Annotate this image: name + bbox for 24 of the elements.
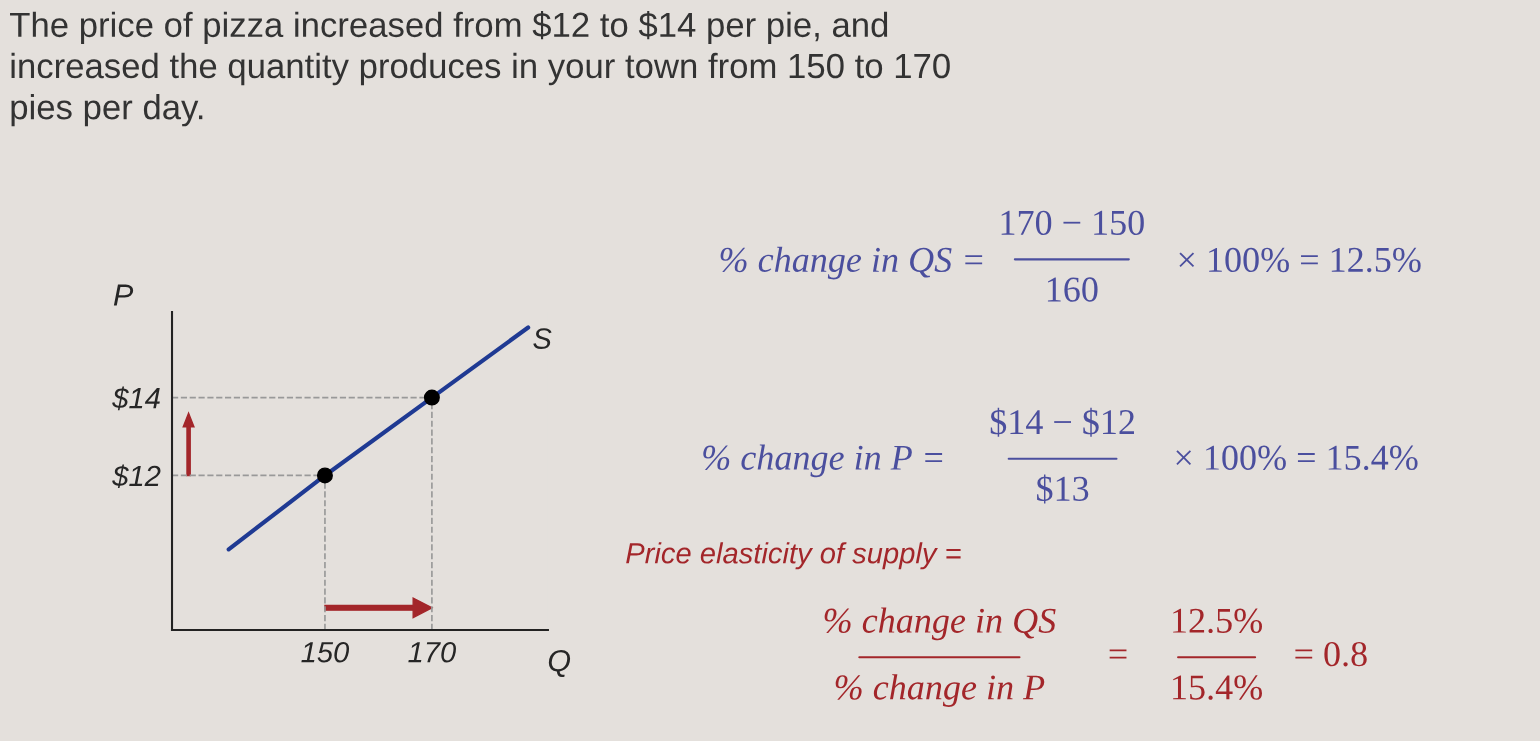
y-axis-title: P — [113, 284, 134, 306]
line-series — [226, 325, 531, 552]
chart-title: The price of pizza increased from $12 to $14 per pie, and increased the quantity produces in your town from 150 to 170 pies per day. — [10, 11, 950, 127]
text: % change in P — [835, 674, 1045, 707]
text: Price elasticity of supply = — [626, 542, 961, 570]
text: × 100% = 15.4% — [1176, 445, 1418, 471]
text: 12.5% — [1173, 608, 1263, 634]
x-tick-label: 170 — [408, 641, 456, 663]
text: 160 — [1047, 277, 1098, 302]
text: = 0.8 — [1295, 641, 1367, 667]
text: 170 − 150 — [1001, 210, 1144, 236]
text: × 100% = 12.5% — [1179, 247, 1421, 273]
y-tick-label: $12 — [112, 464, 161, 489]
text: = — [1109, 649, 1127, 659]
y-tick-label: $14 — [112, 386, 160, 411]
text: % change in QS — [824, 607, 1056, 641]
x-axis-title: Q — [548, 649, 571, 677]
text: 15.4% — [1173, 675, 1263, 700]
text: % change in QS = — [720, 246, 983, 280]
text: $13 — [1037, 474, 1089, 504]
series-label: S — [533, 328, 552, 349]
text: $14 − $12 — [990, 407, 1134, 437]
text: % change in P = — [703, 444, 943, 478]
x-tick-label: 150 — [301, 641, 350, 663]
